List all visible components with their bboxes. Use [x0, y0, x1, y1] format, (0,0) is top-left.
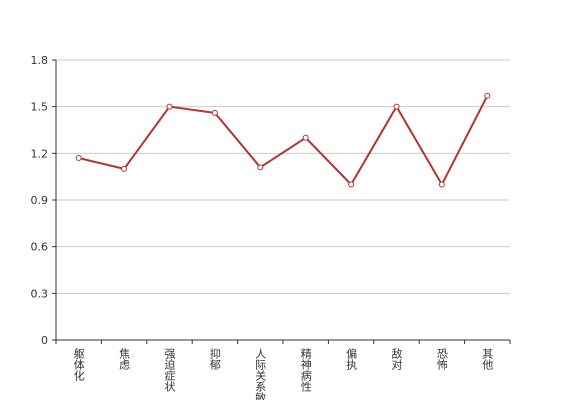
- y-tick-label: 0.6: [31, 241, 49, 254]
- x-tick-label: 强迫症状: [163, 348, 176, 392]
- x-tick-label: 恐怖: [435, 348, 448, 370]
- point: [302, 134, 309, 141]
- y-tick-label: 1.8: [31, 54, 49, 67]
- point: [166, 103, 173, 110]
- y-tick-label: 0.3: [31, 287, 49, 300]
- y-tick-label: 1.5: [31, 101, 49, 114]
- point: [393, 103, 400, 110]
- point: [438, 181, 445, 188]
- x-tick-label: 精神病性: [299, 348, 312, 393]
- y-tick-label: 0.9: [31, 194, 49, 207]
- x-tick-label: 躯体化: [72, 348, 85, 382]
- y-tick-label: 1.2: [31, 147, 49, 160]
- x-tick-label: 抑郁: [208, 347, 221, 370]
- line: [78, 95, 489, 187]
- point: [348, 181, 355, 188]
- y-tick-label: 0: [41, 334, 48, 347]
- x-tick-label: 偏执: [345, 347, 358, 371]
- point: [257, 164, 264, 171]
- x-tick-label: 其他: [481, 348, 494, 370]
- x-tick-label: 人际关系敏感: [254, 348, 267, 400]
- x-tick-label: 焦虑: [118, 348, 131, 370]
- point: [75, 155, 82, 161]
- point: [484, 92, 491, 99]
- x-tick-label: 敌对: [390, 347, 403, 370]
- point: [121, 165, 128, 172]
- point: [211, 109, 218, 116]
